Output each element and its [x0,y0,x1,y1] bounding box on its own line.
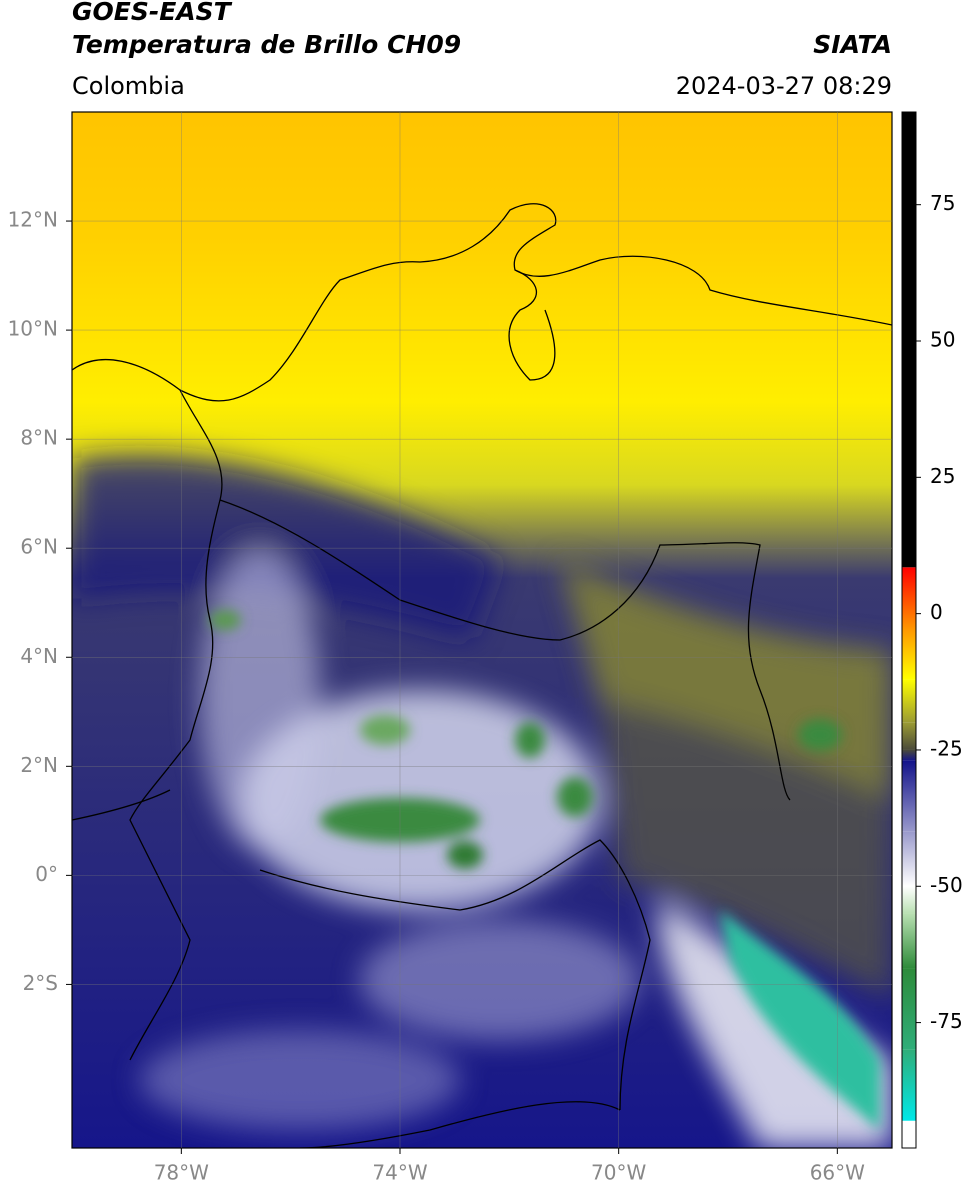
colorbar-segment [902,913,916,969]
x-tick-label: 70°W [591,1161,646,1185]
map-frame [71,111,893,1149]
region: Colombia [72,72,185,100]
source: SIATA [813,30,892,59]
colorbar-segment [902,1049,916,1121]
x-tick-label: 78°W [154,1161,209,1185]
y-tick-label: 4°N [20,644,58,668]
colorbar-segment [902,886,916,914]
y-tick-label: 8°N [20,426,58,450]
y-tick-label: 2°S [23,971,58,995]
colorbar-tick-label: 75 [930,191,955,215]
colorbar-segment [902,722,916,750]
colorbar-segment [902,1120,916,1148]
x-tick-label: 74°W [372,1161,427,1185]
y-tick-label: 6°N [20,535,58,559]
colorbar-segment [902,567,916,630]
colorbar-segment [902,831,916,887]
colorbar-frame [901,111,917,1149]
subtitle: Temperatura de Brillo CH09 [72,30,461,59]
satellite-image [72,112,892,1148]
colorbar-segment [902,630,916,680]
y-tick-label: 12°N [8,208,58,232]
colorbar-tick-label: -50 [930,873,963,897]
colorbar-tick-label: 50 [930,328,955,352]
colorbar-segment [902,760,916,832]
colorbar-tick-label: 0 [930,600,943,624]
colorbar-segment [902,968,916,1050]
colorbar-tick-label: -75 [930,1009,963,1033]
colorbar-tick-label: -25 [930,736,963,760]
title: GOES-EAST [72,0,233,26]
y-tick-label: 0° [35,862,58,886]
colorbar-segment [902,679,916,723]
datetime: 2024-03-27 08:29 [676,72,892,100]
x-tick-label: 66°W [810,1161,865,1185]
colorbar-tick-label: 25 [930,464,955,488]
y-tick-label: 10°N [8,317,58,341]
colorbar-segment [902,112,916,568]
colorbar-segment [902,749,916,761]
y-tick-label: 2°N [20,753,58,777]
